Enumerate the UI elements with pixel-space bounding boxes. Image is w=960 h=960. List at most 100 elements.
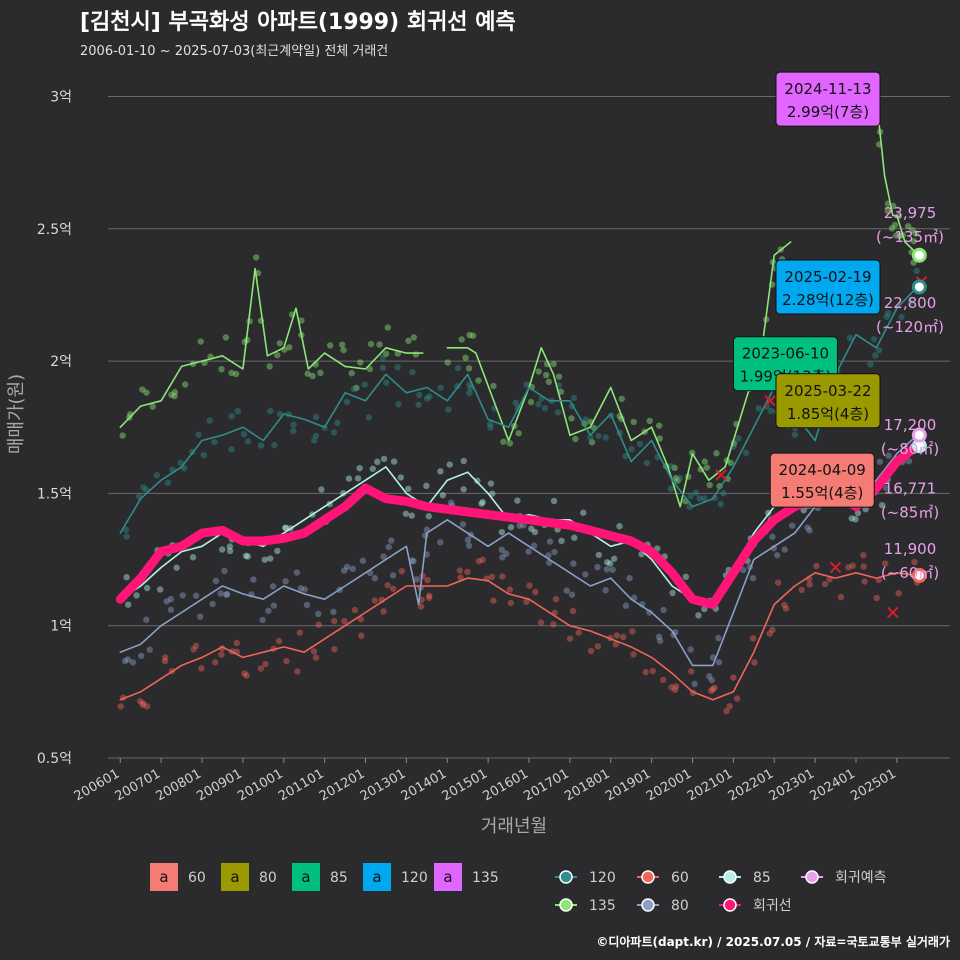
scatter-point <box>437 539 444 546</box>
scatter-point <box>241 670 248 677</box>
scatter-point <box>612 641 619 648</box>
scatter-point <box>226 547 234 555</box>
scatter-point <box>594 642 602 650</box>
scatter-point <box>242 552 250 560</box>
scatter-point <box>506 586 514 593</box>
scatter-point <box>195 431 202 438</box>
scatter-point <box>345 475 353 482</box>
scatter-point <box>294 668 301 675</box>
scatter-point <box>789 522 796 529</box>
scatter-point <box>143 616 150 623</box>
footer-credit: ©디아파트(dapt.kr) / 2025.07.05 / 자료=국토교통부 실… <box>596 935 950 949</box>
end-marker-135 <box>911 247 927 263</box>
scatter-point <box>896 232 903 240</box>
scatter-point <box>446 461 453 468</box>
scatter-point <box>447 499 455 506</box>
scatter-point <box>197 613 204 620</box>
scatter-point <box>711 684 718 692</box>
scatter-point <box>444 359 451 366</box>
right-label-value: 22,800 <box>884 294 937 312</box>
scatter-point <box>475 557 483 565</box>
scatter-point <box>487 420 494 428</box>
scatter-point <box>423 395 431 402</box>
x-tick-label: 200901 <box>194 766 244 804</box>
x-tick-label: 200601 <box>72 766 122 804</box>
scatter-point <box>558 537 565 545</box>
scatter-point <box>290 427 297 435</box>
scatter-point <box>630 418 637 426</box>
scatter-point <box>276 340 284 347</box>
scatter-point <box>164 479 172 486</box>
scatter-point <box>228 412 235 420</box>
right-label-value: 11,900 <box>884 540 937 558</box>
series-line-135 <box>875 98 919 256</box>
scatter-point <box>139 701 147 709</box>
x-tick-label: 201801 <box>562 766 612 804</box>
scatter-point <box>530 542 538 549</box>
scatter-point <box>499 554 506 561</box>
scatter-point <box>668 462 675 470</box>
scatter-point <box>228 445 235 453</box>
scatter-point <box>525 548 532 555</box>
scatter-point <box>703 464 711 471</box>
right-label-value: 16,771 <box>884 479 937 497</box>
scatter-point <box>582 571 589 578</box>
scatter-point <box>885 310 892 317</box>
scatter-point <box>905 457 913 465</box>
scatter-point <box>330 429 338 436</box>
annotation-price: 1.55억(4층) <box>781 484 863 502</box>
scatter-point <box>424 576 431 584</box>
scatter-point <box>244 553 252 560</box>
scatter-point <box>310 648 318 655</box>
scatter-point <box>405 337 412 344</box>
scatter-point <box>609 566 616 573</box>
scatter-point <box>275 637 283 645</box>
scatter-point <box>190 646 197 653</box>
scatter-point <box>717 500 724 508</box>
scatter-point <box>177 459 184 467</box>
scatter-point <box>595 432 602 440</box>
scatter-point <box>416 391 423 399</box>
annotation-box <box>775 71 881 127</box>
scatter-point <box>267 407 274 415</box>
scatter-point <box>380 455 388 463</box>
scatter-point <box>628 445 635 453</box>
scatter-point <box>769 626 776 634</box>
scatter-point <box>274 351 281 359</box>
scatter-point <box>317 369 324 377</box>
legend-area-glyph: a <box>443 868 452 886</box>
scatter-point <box>338 341 346 348</box>
annotation-price: 1.85억(4층) <box>787 405 869 423</box>
scatter-point <box>398 567 406 575</box>
scatter-point <box>465 365 473 372</box>
scatter-point <box>311 437 318 444</box>
scatter-point <box>713 450 720 457</box>
scatter-point <box>568 415 575 422</box>
scatter-point <box>380 608 387 615</box>
y-tick-label: 2.5억 <box>37 222 72 238</box>
scatter-point <box>469 332 477 339</box>
scatter-point <box>123 574 130 581</box>
annotation-box <box>775 259 881 315</box>
scatter-point <box>523 598 530 605</box>
scatter-point <box>873 594 880 602</box>
scatter-point <box>537 619 545 626</box>
scatter-point <box>523 381 530 388</box>
scatter-point <box>541 405 549 412</box>
scatter-point <box>298 317 305 324</box>
scatter-point <box>402 510 410 517</box>
scatter-point <box>911 558 918 566</box>
scatter-point <box>315 610 322 618</box>
scatter-point <box>669 589 676 597</box>
scatter-point <box>394 364 401 371</box>
scatter-point <box>326 342 334 349</box>
scatter-point <box>852 516 859 523</box>
x-tick-label: 201401 <box>399 766 449 804</box>
scatter-point <box>800 506 807 514</box>
scatter-point <box>870 336 878 343</box>
chart-subtitle: 2006-01-10 ~ 2025-07-03(최근계약일) 전체 거래건 <box>80 44 389 59</box>
scatter-point <box>218 651 225 658</box>
scatter-point <box>715 634 722 642</box>
scatter-point <box>206 417 213 424</box>
scatter-point <box>813 562 820 570</box>
